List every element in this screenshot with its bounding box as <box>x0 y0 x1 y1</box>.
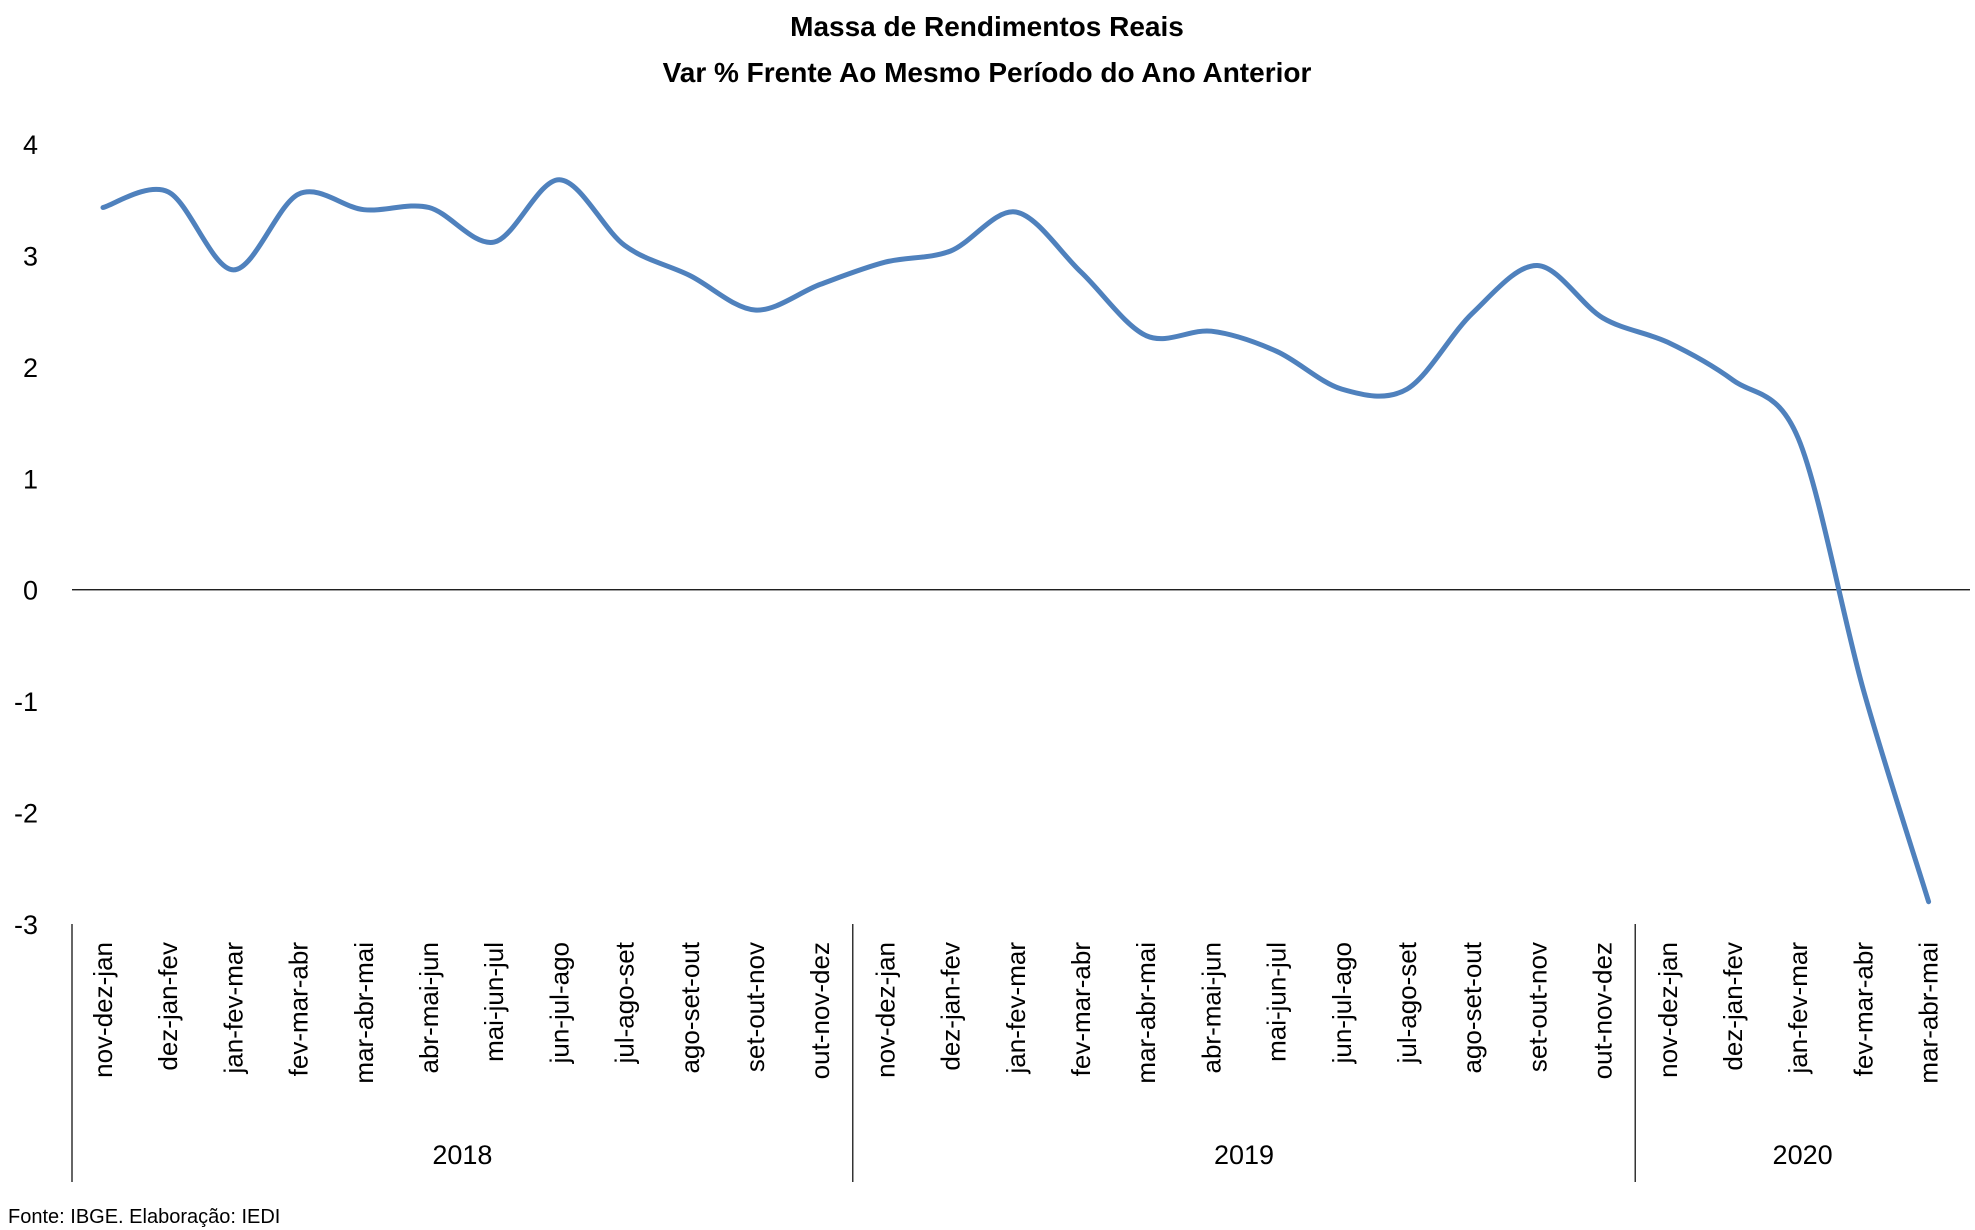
data-point <box>230 267 236 273</box>
data-point <box>1926 899 1932 905</box>
y-tick-label: -3 <box>14 910 38 940</box>
group-label: 2018 <box>432 1140 492 1170</box>
data-point <box>165 189 171 195</box>
data-point <box>1078 269 1084 275</box>
x-tick-label: nov-dez-jan <box>88 942 118 1078</box>
data-point <box>296 191 302 197</box>
chart-subtitle: Var % Frente Ao Mesmo Período do Ano Ant… <box>663 57 1312 88</box>
data-point <box>1274 348 1280 354</box>
x-tick-label: fev-mar-abr <box>284 942 314 1077</box>
data-point <box>1143 333 1149 339</box>
x-tick-label: fev-mar-abr <box>1848 942 1878 1077</box>
x-tick-label: set-out-nov <box>740 942 770 1072</box>
data-point <box>1013 209 1019 215</box>
x-tick-label: mar-abr-mai <box>1131 942 1161 1084</box>
y-axis-ticks: 4 3 2 1 0 -1 -2 -3 <box>14 130 38 940</box>
series-line <box>100 177 1932 905</box>
y-tick-label: 0 <box>23 576 38 606</box>
data-point <box>1339 386 1345 392</box>
y-tick-label: 1 <box>23 464 38 494</box>
data-point <box>882 259 888 265</box>
data-point <box>1860 687 1866 693</box>
x-tick-label: out-nov-dez <box>805 942 835 1079</box>
data-point <box>1208 328 1214 334</box>
y-tick-label: -2 <box>14 799 38 829</box>
data-point <box>100 205 106 211</box>
data-point <box>1795 435 1801 441</box>
x-tick-label: set-out-nov <box>1522 942 1552 1072</box>
x-tick-label: dez-jan-fev <box>936 942 966 1071</box>
chart-title: Massa de Rendimentos Reais <box>790 11 1184 42</box>
data-point <box>491 239 497 245</box>
x-tick-label: mai-jun-jul <box>1262 942 1292 1062</box>
data-point <box>817 281 823 287</box>
data-point <box>426 205 432 211</box>
x-tick-label: mar-abr-mai <box>1914 942 1944 1084</box>
x-tick-label: abr-mai-jun <box>1196 942 1226 1074</box>
x-tick-label: mar-abr-mai <box>349 942 379 1084</box>
group-label: 2019 <box>1214 1140 1274 1170</box>
data-point <box>687 273 693 279</box>
x-tick-label: fev-mar-abr <box>1066 942 1096 1077</box>
y-tick-label: 3 <box>23 241 38 271</box>
x-tick-label: ago-set-out <box>675 941 705 1073</box>
x-tick-label: mai-jun-jul <box>479 942 509 1062</box>
data-point <box>752 307 758 313</box>
data-point <box>1404 386 1410 392</box>
x-axis: nov-dez-jan dez-jan-fev jan-fev-mar fev-mar… <box>71 589 1970 1182</box>
data-point <box>1534 263 1540 269</box>
data-point <box>622 242 628 248</box>
group-label: 2020 <box>1773 1140 1833 1170</box>
data-point <box>1665 339 1671 345</box>
x-tick-label: jul-ago-set <box>1392 941 1422 1064</box>
x-tick-label: jan-fev-mar <box>1001 942 1031 1075</box>
data-point <box>361 207 367 213</box>
x-tick-label: jan-fev-mar <box>1783 942 1813 1075</box>
x-tick-label: jun-jul-ago <box>1327 942 1357 1064</box>
x-tick-label: nov-dez-jan <box>870 942 900 1078</box>
x-tick-label: jun-jul-ago <box>544 942 574 1064</box>
data-point <box>556 177 562 183</box>
data-point <box>948 248 954 254</box>
x-tick-label: dez-jan-fev <box>1718 942 1748 1071</box>
x-tick-label: nov-dez-jan <box>1653 942 1683 1078</box>
x-tick-label: ago-set-out <box>1457 941 1487 1073</box>
y-tick-label: 2 <box>23 353 38 383</box>
x-tick-label: jan-fev-mar <box>218 942 248 1075</box>
data-point <box>1730 377 1736 383</box>
y-tick-label: 4 <box>23 130 38 160</box>
source-note: Fonte: IBGE. Elaboração: IEDI <box>8 1206 281 1228</box>
x-tick-label: abr-mai-jun <box>414 942 444 1074</box>
x-tick-label: dez-jan-fev <box>153 942 183 1071</box>
series-layer <box>100 177 1932 905</box>
data-point <box>1600 315 1606 321</box>
data-point <box>1469 310 1475 316</box>
x-tick-label: jul-ago-set <box>610 941 640 1064</box>
x-tick-label: out-nov-dez <box>1588 942 1618 1079</box>
y-tick-label: -1 <box>14 687 38 717</box>
